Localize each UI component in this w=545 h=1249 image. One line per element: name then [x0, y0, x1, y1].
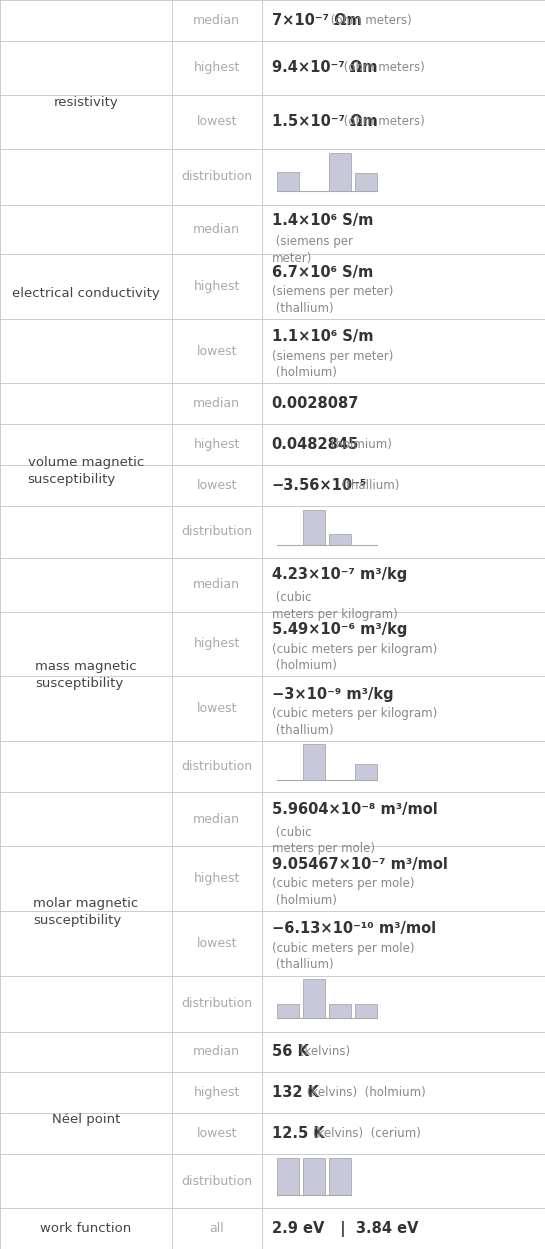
Text: resistivity: resistivity	[53, 96, 118, 109]
Text: 5.9604×10⁻⁸ m³/mol: 5.9604×10⁻⁸ m³/mol	[271, 802, 437, 817]
Text: (cubic meters per kilogram)
 (thallium): (cubic meters per kilogram) (thallium)	[271, 707, 437, 737]
Bar	[329, 1004, 350, 1018]
Text: (kelvins)  (holmium): (kelvins) (holmium)	[302, 1087, 425, 1099]
Text: median: median	[193, 222, 240, 236]
Text: distribution: distribution	[181, 1174, 252, 1188]
Text: highest: highest	[193, 438, 240, 451]
Text: work function: work function	[40, 1222, 131, 1235]
Text: 1.1×10⁶ S/m: 1.1×10⁶ S/m	[271, 330, 373, 345]
Text: lowest: lowest	[196, 702, 237, 714]
Text: (cubic
meters per kilogram): (cubic meters per kilogram)	[271, 591, 397, 621]
Text: 9.05467×10⁻⁷ m³/mol: 9.05467×10⁻⁷ m³/mol	[271, 857, 447, 872]
Text: Néel point: Néel point	[52, 1113, 120, 1127]
Text: distribution: distribution	[181, 997, 252, 1010]
Text: (ohm meters): (ohm meters)	[328, 14, 412, 27]
Text: (kelvins): (kelvins)	[296, 1045, 350, 1058]
Text: 7×10⁻⁷ Ωm: 7×10⁻⁷ Ωm	[271, 12, 361, 27]
Text: (siemens per meter)
 (thallium): (siemens per meter) (thallium)	[271, 285, 393, 315]
Text: (thallium): (thallium)	[334, 480, 399, 492]
Text: 9.4×10⁻⁷ Ωm: 9.4×10⁻⁷ Ωm	[271, 60, 377, 75]
Text: (ohm meters): (ohm meters)	[340, 115, 425, 129]
Text: |  3.84 eV: | 3.84 eV	[330, 1220, 418, 1237]
Text: 1.4×10⁶ S/m: 1.4×10⁶ S/m	[271, 212, 373, 227]
Text: 4.23×10⁻⁷ m³/kg: 4.23×10⁻⁷ m³/kg	[271, 567, 407, 582]
Text: median: median	[193, 14, 240, 27]
Text: (cubic meters per mole)
 (holmium): (cubic meters per mole) (holmium)	[271, 877, 414, 907]
Text: 2.9 eV: 2.9 eV	[271, 1222, 324, 1237]
Text: distribution: distribution	[181, 761, 252, 773]
Bar	[277, 171, 299, 191]
Text: (siemens per meter)
 (holmium): (siemens per meter) (holmium)	[271, 350, 393, 380]
Text: lowest: lowest	[196, 115, 237, 129]
Text: 6.7×10⁶ S/m: 6.7×10⁶ S/m	[271, 265, 373, 280]
Text: lowest: lowest	[196, 1128, 237, 1140]
Text: 56 K: 56 K	[271, 1044, 308, 1059]
Text: molar magnetic
susceptibility: molar magnetic susceptibility	[33, 897, 138, 927]
Text: median: median	[193, 1045, 240, 1058]
Text: (kelvins)  (cerium): (kelvins) (cerium)	[309, 1128, 421, 1140]
Text: median: median	[193, 578, 240, 591]
Text: 132 K: 132 K	[271, 1085, 319, 1100]
Text: distribution: distribution	[181, 170, 252, 184]
Bar	[355, 763, 377, 779]
Text: highest: highest	[193, 872, 240, 886]
Text: 0.0482845: 0.0482845	[271, 437, 359, 452]
Bar	[302, 979, 325, 1018]
Text: (ohm meters): (ohm meters)	[340, 61, 425, 75]
Text: (cubic meters per kilogram)
 (holmium): (cubic meters per kilogram) (holmium)	[271, 642, 437, 672]
Text: (cubic
meters per mole): (cubic meters per mole)	[271, 826, 374, 856]
Bar	[355, 1004, 377, 1018]
Text: 0.0028087: 0.0028087	[271, 396, 359, 411]
Text: 5.49×10⁻⁶ m³/kg: 5.49×10⁻⁶ m³/kg	[271, 622, 407, 637]
Text: −3.56×10⁻⁵: −3.56×10⁻⁵	[271, 478, 367, 493]
Bar	[355, 174, 377, 191]
Text: (holmium): (holmium)	[328, 438, 392, 451]
Text: (siemens per
meter): (siemens per meter)	[271, 235, 353, 265]
Bar	[302, 744, 325, 779]
Text: lowest: lowest	[196, 345, 237, 357]
Bar	[302, 1158, 325, 1194]
Text: 1.5×10⁻⁷ Ωm: 1.5×10⁻⁷ Ωm	[271, 114, 377, 129]
Bar	[329, 1158, 350, 1194]
Bar	[277, 1004, 299, 1018]
Bar	[329, 152, 350, 191]
Text: highest: highest	[193, 1087, 240, 1099]
Text: −3×10⁻⁹ m³/kg: −3×10⁻⁹ m³/kg	[271, 687, 393, 702]
Text: −6.13×10⁻¹⁰ m³/mol: −6.13×10⁻¹⁰ m³/mol	[271, 922, 435, 937]
Text: mass magnetic
susceptibility: mass magnetic susceptibility	[35, 661, 137, 691]
Text: 12.5 K: 12.5 K	[271, 1127, 324, 1142]
Text: lowest: lowest	[196, 937, 237, 949]
Text: volume magnetic
susceptibility: volume magnetic susceptibility	[28, 456, 144, 486]
Text: highest: highest	[193, 280, 240, 294]
Text: distribution: distribution	[181, 526, 252, 538]
Text: highest: highest	[193, 61, 240, 75]
Text: median: median	[193, 397, 240, 410]
Text: lowest: lowest	[196, 480, 237, 492]
Bar	[277, 1158, 299, 1194]
Text: (cubic meters per mole)
 (thallium): (cubic meters per mole) (thallium)	[271, 942, 414, 972]
Text: all: all	[209, 1222, 224, 1235]
Text: electrical conductivity: electrical conductivity	[12, 287, 160, 301]
Text: median: median	[193, 813, 240, 826]
Text: highest: highest	[193, 637, 240, 651]
Bar	[329, 535, 350, 545]
Bar	[302, 510, 325, 545]
